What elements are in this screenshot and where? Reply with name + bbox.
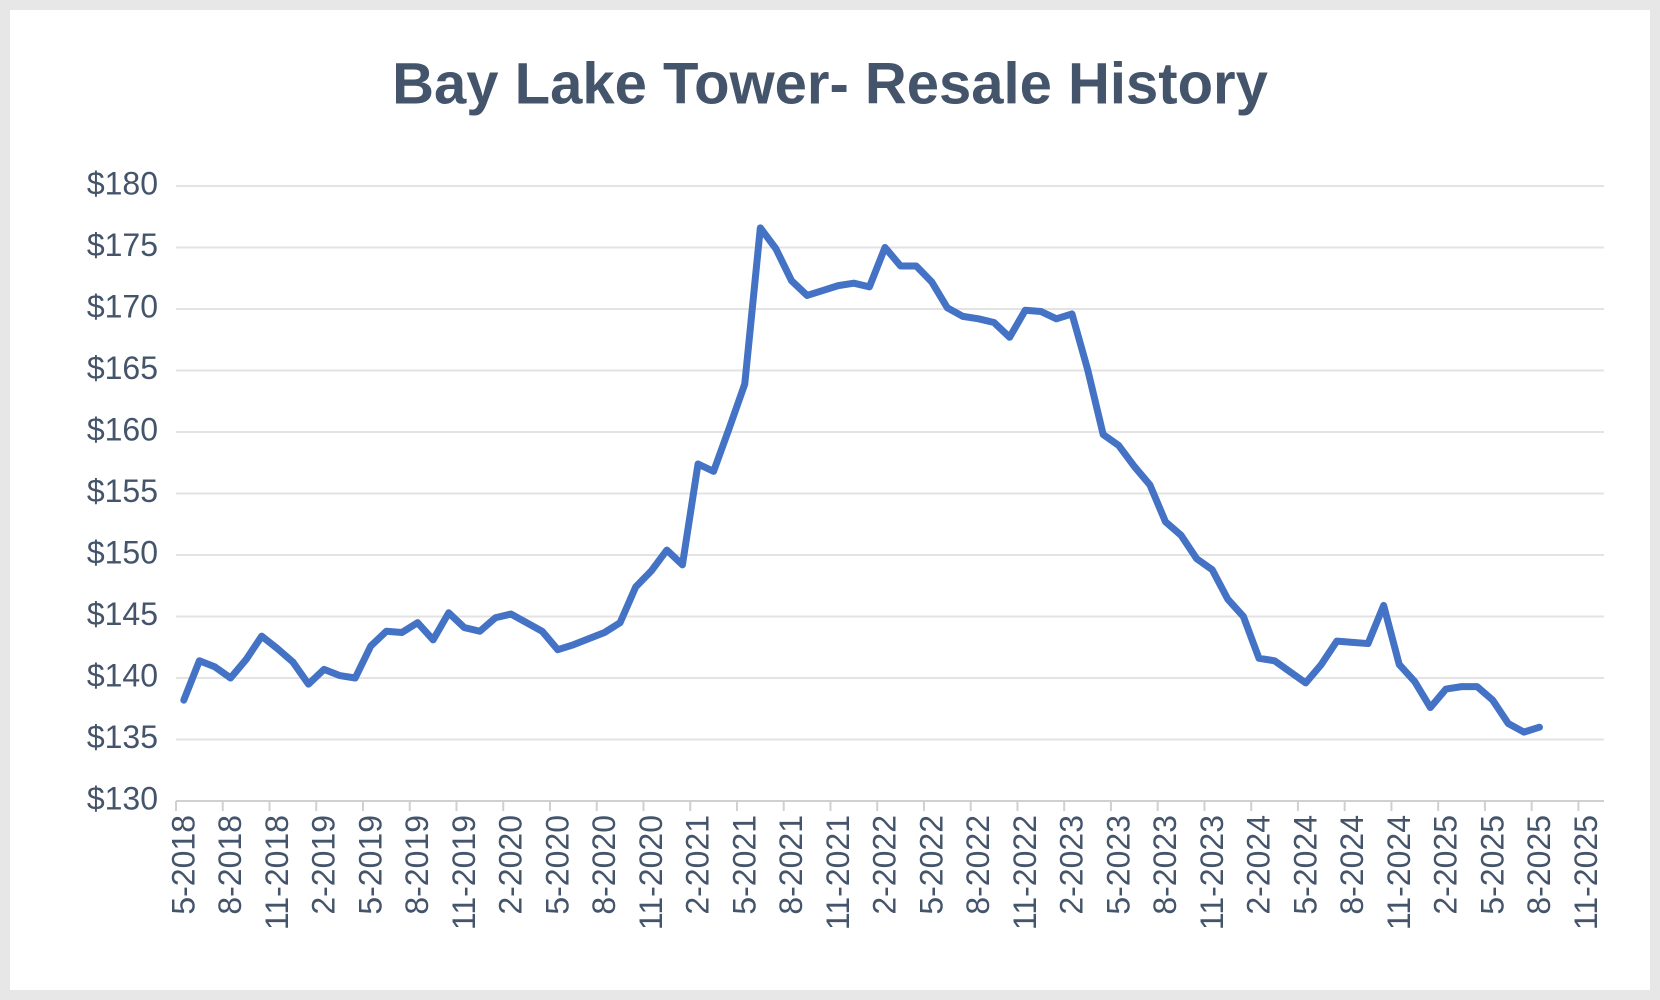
chart-area <box>10 10 1650 990</box>
data-line <box>180 224 1543 736</box>
x-tick-label: 11-2018 <box>259 815 295 930</box>
x-tick-label: 11-2020 <box>633 815 669 930</box>
y-tick-label: $180 <box>87 165 158 201</box>
x-tick-label: 11-2019 <box>446 815 482 930</box>
y-tick-label: $145 <box>87 596 158 632</box>
x-tick-label: 8-2018 <box>212 815 248 915</box>
x-tick-label: 2-2020 <box>493 815 529 915</box>
x-tick-label: 5-2021 <box>726 815 762 915</box>
y-tick-label: $150 <box>87 534 158 570</box>
y-tick-label: $165 <box>87 350 158 386</box>
x-tick-label: 8-2024 <box>1334 815 1370 915</box>
x-tick-label: 5-2020 <box>539 815 575 915</box>
y-tick-label: $130 <box>87 780 158 816</box>
y-tick-label: $160 <box>87 411 158 447</box>
x-tick-label: 8-2023 <box>1147 815 1183 915</box>
x-tick-label: 5-2018 <box>165 815 201 915</box>
x-tick-label: 5-2022 <box>913 815 949 915</box>
x-tick-label: 2-2019 <box>306 815 342 915</box>
x-tick-label: 11-2022 <box>1007 815 1043 930</box>
x-tick-label: 2-2024 <box>1241 815 1277 915</box>
x-tick-label: 5-2023 <box>1100 815 1136 915</box>
x-tick-label: 5-2025 <box>1474 815 1510 915</box>
y-tick-label: $140 <box>87 657 158 693</box>
x-tick-label: 2-2021 <box>680 815 716 915</box>
y-tick-label: $155 <box>87 473 158 509</box>
x-tick-label: 8-2021 <box>773 815 809 915</box>
x-tick-label: 8-2025 <box>1521 815 1557 915</box>
x-tick-label: 5-2024 <box>1287 815 1323 915</box>
x-tick-label: 8-2019 <box>399 815 435 915</box>
x-tick-label: 11-2024 <box>1381 815 1417 930</box>
y-tick-label: $175 <box>87 227 158 263</box>
x-tick-label: 8-2022 <box>960 815 996 915</box>
x-tick-label: 5-2019 <box>352 815 388 915</box>
x-tick-label: 2-2023 <box>1054 815 1090 915</box>
x-tick-label: 8-2020 <box>586 815 622 915</box>
y-tick-label: $135 <box>87 719 158 755</box>
x-tick-label: 2-2022 <box>867 815 903 915</box>
chart-title: Bay Lake Tower- Resale History <box>392 51 1268 116</box>
y-tick-label: $170 <box>87 288 158 324</box>
x-tick-label: 11-2025 <box>1568 815 1604 930</box>
x-tick-label: 11-2021 <box>820 815 856 930</box>
x-tick-label: 2-2025 <box>1428 815 1464 915</box>
x-tick-label: 11-2023 <box>1194 815 1230 930</box>
